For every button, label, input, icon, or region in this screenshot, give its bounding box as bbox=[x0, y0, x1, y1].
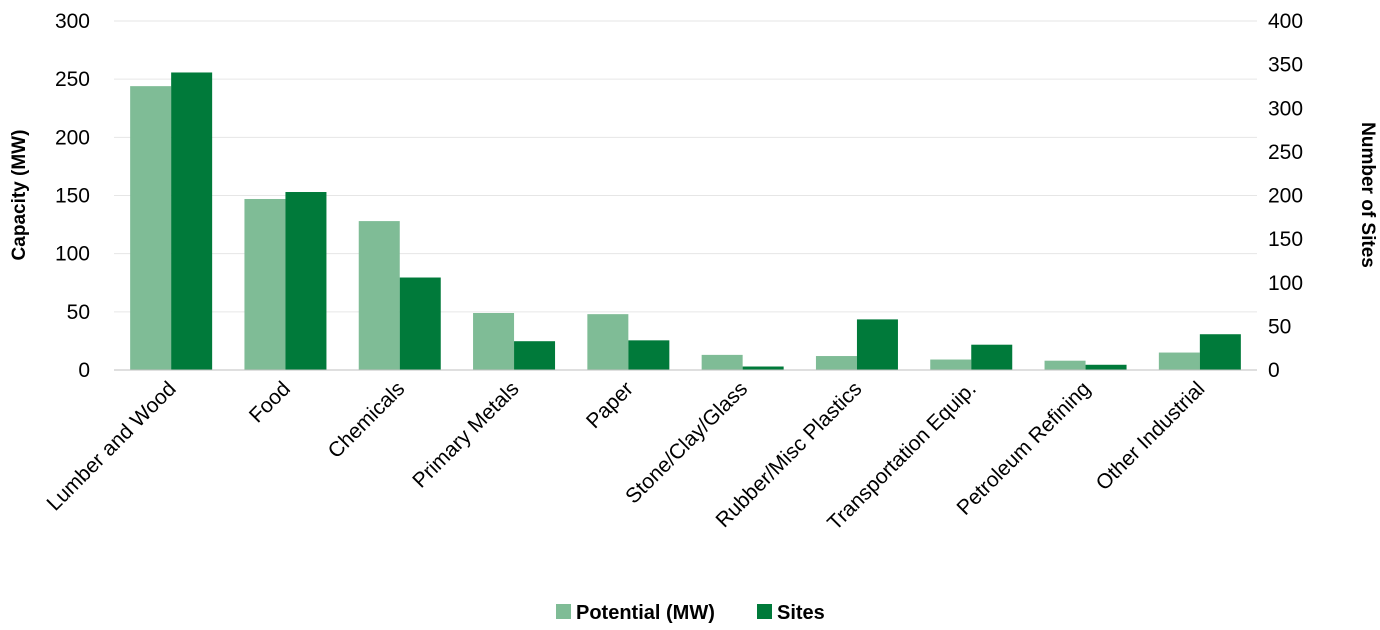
category-label: Lumber and Wood bbox=[43, 377, 181, 515]
bar-sites bbox=[171, 72, 213, 370]
bar-sites bbox=[285, 192, 327, 370]
left-tick-label: 300 bbox=[55, 10, 90, 33]
bar-sites bbox=[399, 277, 441, 370]
category-label: Food bbox=[245, 377, 295, 427]
right-tick-label: 250 bbox=[1268, 141, 1303, 164]
bar-potential bbox=[244, 198, 286, 370]
right-tick-label: 50 bbox=[1268, 315, 1291, 338]
right-tick-label: 0 bbox=[1268, 359, 1280, 382]
left-tick-label: 100 bbox=[55, 243, 90, 266]
bar-sites bbox=[1085, 364, 1127, 370]
left-tick-label: 150 bbox=[55, 185, 90, 208]
legend: Potential (MW) Sites bbox=[556, 602, 825, 624]
legend-swatch-potential bbox=[556, 604, 571, 619]
legend-swatch-sites bbox=[757, 604, 772, 619]
left-axis-ticks: 0 50 100 150 200 250 300 bbox=[55, 10, 90, 382]
bar-potential bbox=[930, 359, 972, 370]
bar-potential bbox=[1044, 360, 1086, 370]
right-axis-title: Number of Sites bbox=[1357, 122, 1378, 268]
bar-potential bbox=[473, 312, 515, 370]
right-tick-label: 150 bbox=[1268, 228, 1303, 251]
category-label: Paper bbox=[582, 377, 638, 433]
category-label: Primary Metals bbox=[408, 377, 523, 492]
right-tick-label: 300 bbox=[1268, 97, 1303, 120]
right-axis-ticks: 0 50 100 150 200 250 300 350 400 bbox=[1268, 10, 1303, 382]
left-tick-label: 50 bbox=[67, 301, 90, 324]
right-tick-label: 200 bbox=[1268, 185, 1303, 208]
bar-potential bbox=[815, 356, 857, 370]
bars bbox=[130, 72, 1241, 370]
bar-potential bbox=[587, 314, 629, 370]
bar-potential bbox=[358, 221, 400, 370]
bar-potential bbox=[1158, 352, 1200, 370]
left-tick-label: 250 bbox=[55, 68, 90, 91]
left-tick-label: 200 bbox=[55, 126, 90, 149]
bar-potential bbox=[130, 86, 172, 370]
left-axis-title: Capacity (MW) bbox=[9, 130, 30, 261]
bar-sites bbox=[1199, 334, 1241, 370]
right-tick-label: 350 bbox=[1268, 54, 1303, 77]
left-tick-label: 0 bbox=[78, 359, 90, 382]
bar-sites bbox=[856, 319, 898, 370]
legend-label-sites: Sites bbox=[777, 602, 825, 624]
category-label: Chemicals bbox=[324, 377, 410, 463]
category-label: Other Industrial bbox=[1092, 377, 1210, 495]
bar-sites bbox=[514, 341, 556, 370]
category-labels: Lumber and Wood Food Chemicals Primary Meta… bbox=[43, 377, 1210, 535]
category-label: Stone/Clay/Glass bbox=[621, 377, 752, 508]
bar-sites bbox=[742, 366, 784, 370]
bar-potential bbox=[701, 354, 743, 370]
right-tick-label: 100 bbox=[1268, 272, 1303, 295]
bar-sites bbox=[971, 344, 1013, 370]
legend-label-potential: Potential (MW) bbox=[576, 602, 715, 624]
bar-sites bbox=[628, 340, 670, 370]
right-tick-label: 400 bbox=[1268, 10, 1303, 33]
